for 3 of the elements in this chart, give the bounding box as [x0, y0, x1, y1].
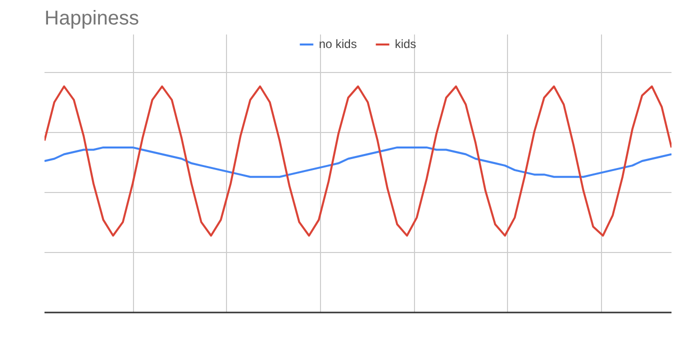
legend-label: no kids [318, 37, 357, 51]
chart-title: Happiness [44, 8, 140, 30]
legend-label: kids [394, 37, 416, 51]
